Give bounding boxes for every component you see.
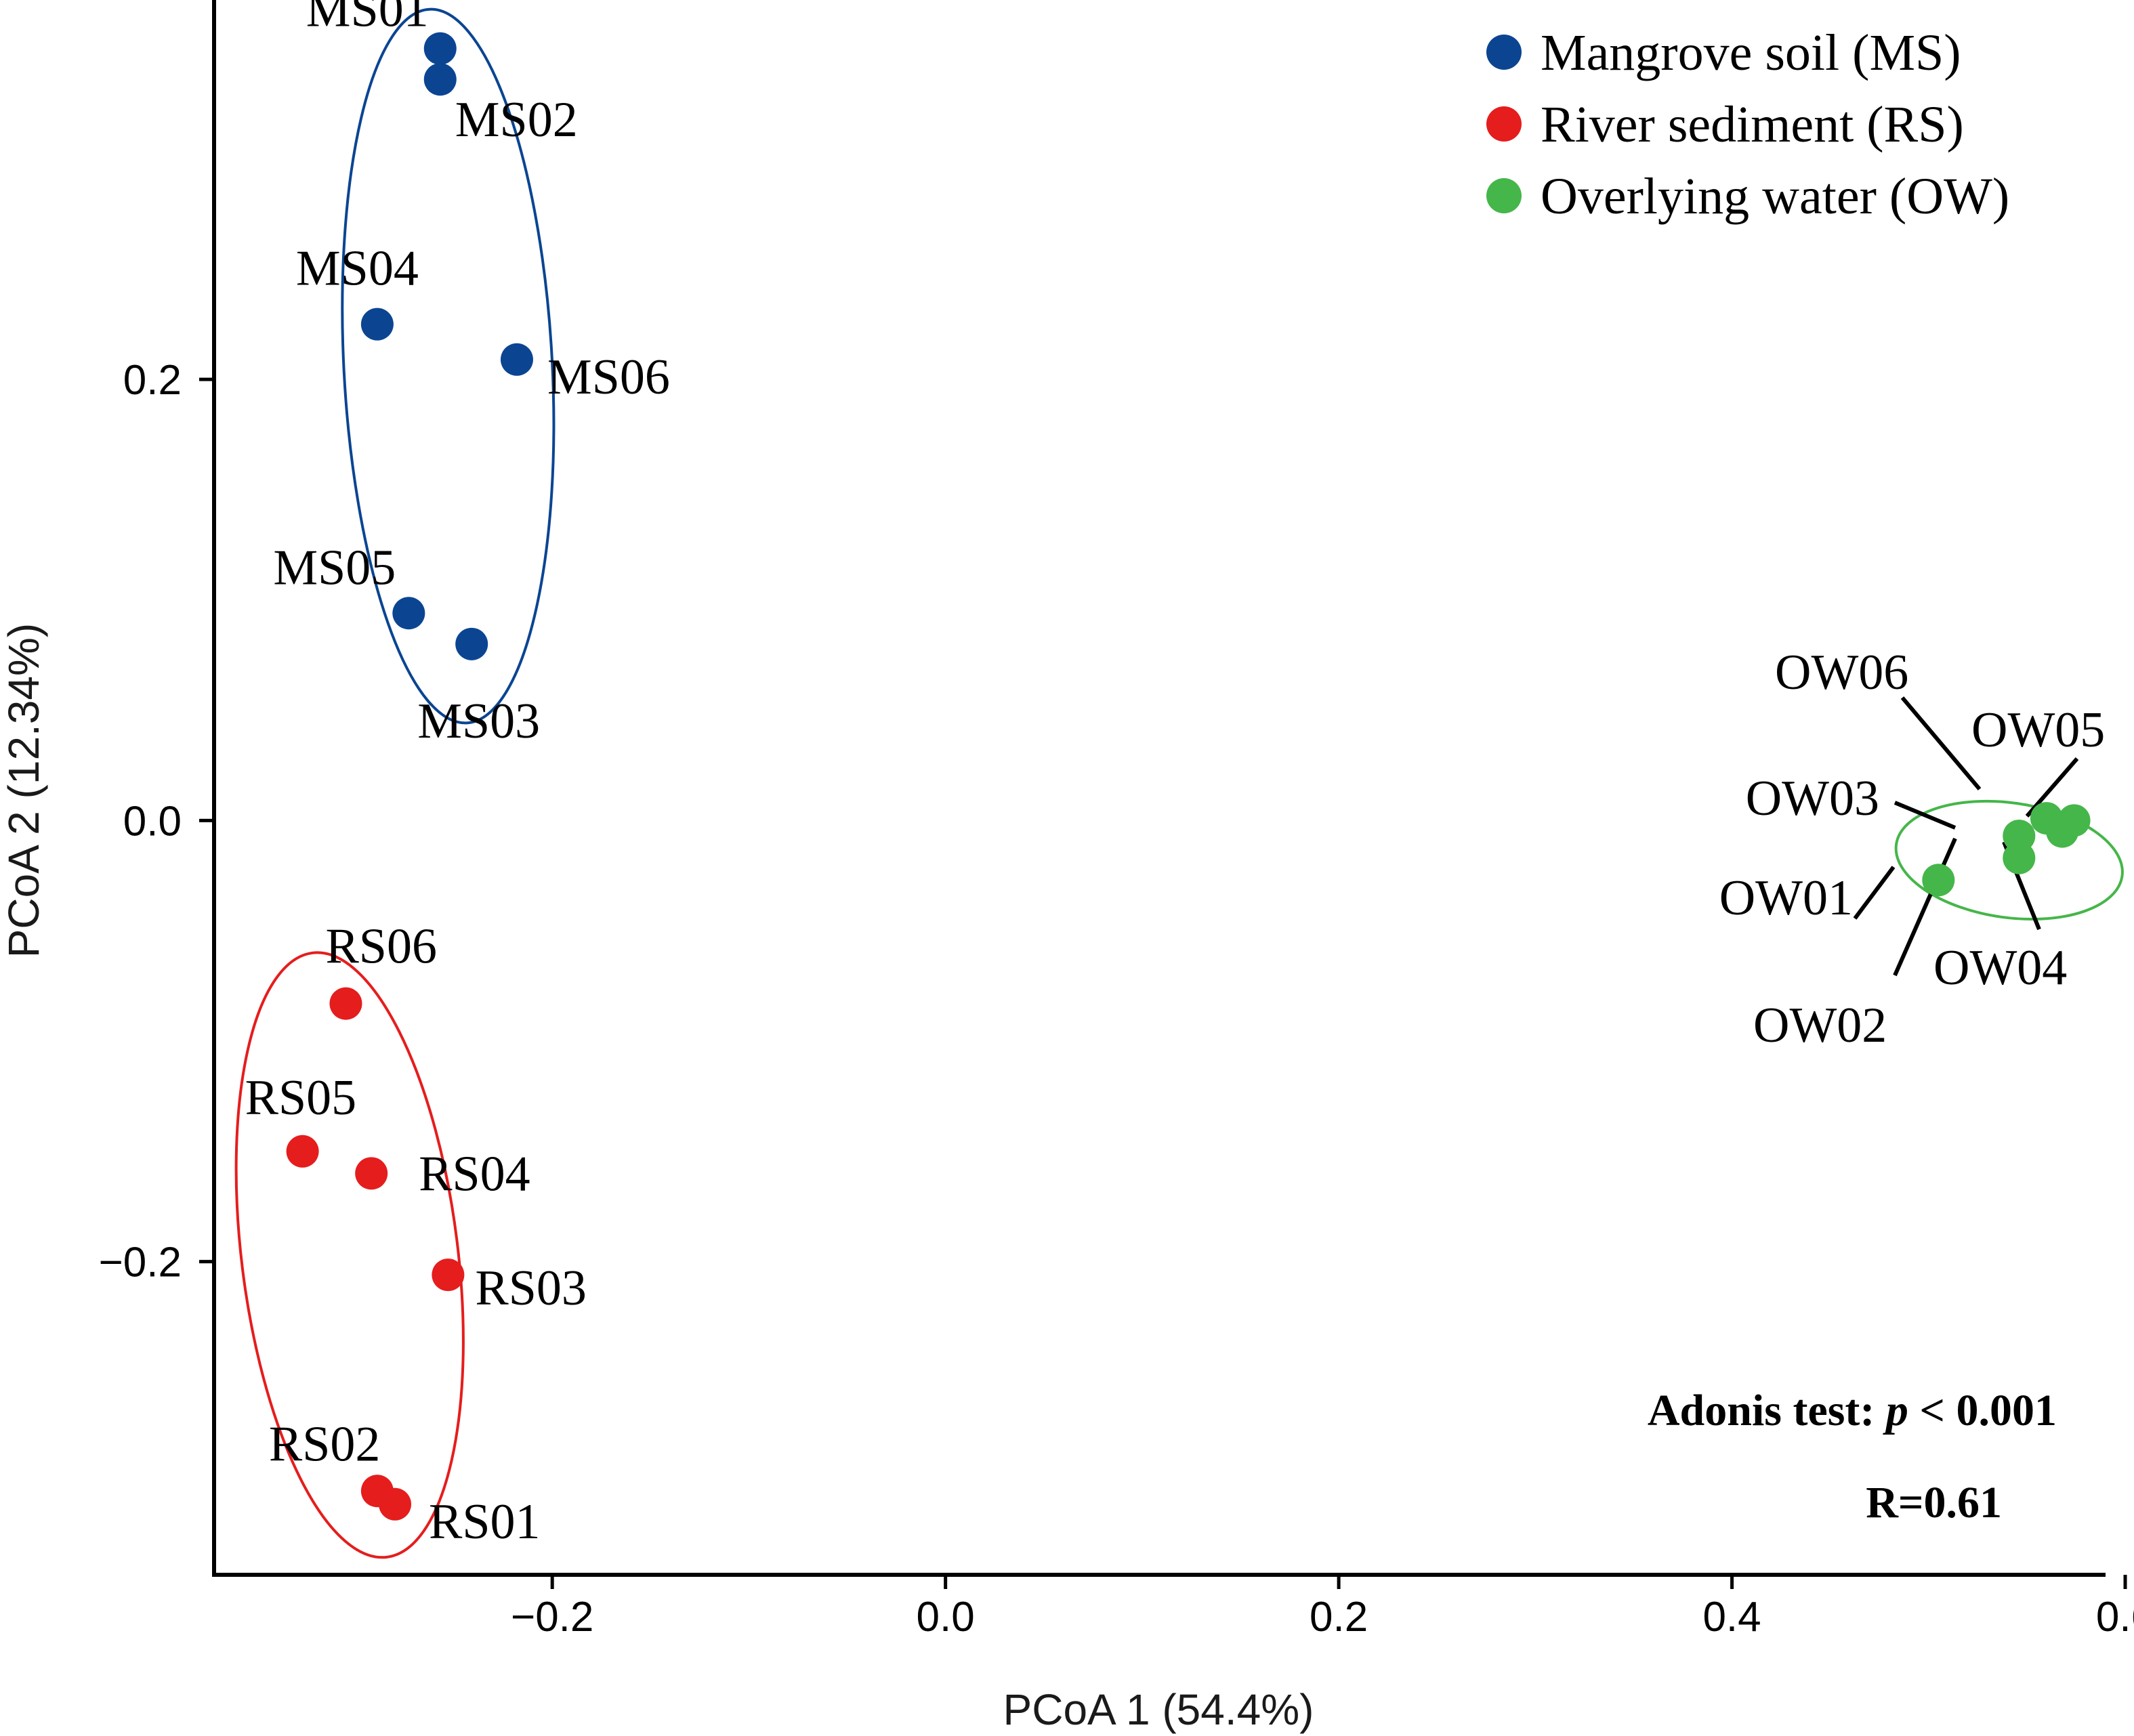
adonis-test-label: Adonis test: p < 0.001 <box>1648 1386 2057 1435</box>
y-axis-title: PCoA 2 (12.34%) <box>0 623 48 958</box>
point-ow03 <box>2003 820 2036 853</box>
x-tick-label: 0.0 <box>917 1594 975 1640</box>
x-tick-label: −0.2 <box>511 1594 593 1640</box>
label-rs06: RS06 <box>325 919 437 975</box>
point-rs03 <box>432 1258 465 1292</box>
x-tick-label: 0.4 <box>1702 1594 1761 1640</box>
point-rs06 <box>329 987 362 1020</box>
point-rs04 <box>355 1157 388 1190</box>
y-tick-label: −0.2 <box>99 1240 182 1286</box>
point-ms02 <box>423 63 457 96</box>
label-ms06: MS06 <box>547 350 670 405</box>
label-rs05: RS05 <box>245 1070 357 1126</box>
point-ms05 <box>392 597 425 630</box>
legend-label-ms: Mangrove soil (MS) <box>1541 24 1961 81</box>
legend-marker-ow <box>1486 178 1522 213</box>
label-rs01: RS01 <box>429 1494 541 1550</box>
stats-annotation: Adonis test: p < 0.001 R=0.61 <box>1648 1386 2057 1527</box>
ow-ellipse <box>1894 799 2124 921</box>
leader-ow01 <box>1853 866 1896 920</box>
cluster-ellipses <box>234 7 2124 1559</box>
point-ms01 <box>423 32 457 65</box>
label-ms01: MS01 <box>306 0 429 38</box>
point-ow01 <box>1922 864 1955 897</box>
legend-marker-rs <box>1486 106 1522 142</box>
r-value-label: R=0.61 <box>1866 1478 2002 1527</box>
legend-label-ow: Overlying water (OW) <box>1541 168 2009 225</box>
x-tick-label: 0.6 <box>2096 1594 2134 1640</box>
legend-label-rs: River sediment (RS) <box>1541 96 1964 153</box>
y-tick-label: 0.2 <box>123 357 182 404</box>
legend-marker-ms <box>1486 35 1522 70</box>
y-axis-ticks: −0.2 0.0 0.2 <box>99 357 214 1286</box>
label-rs03: RS03 <box>475 1261 587 1316</box>
point-ms06 <box>500 343 533 376</box>
leader-ow03 <box>1894 801 1957 830</box>
axes <box>212 0 2106 1577</box>
label-ms02: MS02 <box>455 92 578 148</box>
leader-ow02 <box>1893 837 1957 977</box>
label-ow03: OW03 <box>1746 771 1879 826</box>
point-ow06 <box>2030 802 2063 835</box>
label-ow04: OW04 <box>1933 940 2067 996</box>
x-axis-title: PCoA 1 (54.4%) <box>1003 1685 1314 1734</box>
point-rs05 <box>286 1135 319 1168</box>
x-tick-label: 0.2 <box>1310 1594 1368 1640</box>
label-ms05: MS05 <box>273 540 396 595</box>
label-ow05: OW05 <box>1971 702 2105 758</box>
y-tick-label: 0.0 <box>123 798 182 845</box>
data-points <box>286 32 2091 1521</box>
rs-ellipse <box>234 951 465 1559</box>
label-ms04: MS04 <box>296 241 419 297</box>
point-rs02 <box>360 1475 394 1508</box>
x-axis-ticks: −0.2 0.0 0.2 0.4 0.6 <box>511 1575 2134 1640</box>
label-rs04: RS04 <box>419 1146 530 1202</box>
label-rs02: RS02 <box>269 1416 381 1472</box>
point-ms03 <box>455 627 488 660</box>
point-ow05 <box>2057 804 2091 837</box>
label-ow06: OW06 <box>1775 645 1908 700</box>
leader-ow06 <box>1900 696 1982 790</box>
label-ow02: OW02 <box>1753 998 1887 1053</box>
label-ms03: MS03 <box>417 694 540 749</box>
legend: Mangrove soil (MS) River sediment (RS) Ove… <box>1486 24 2009 225</box>
label-ow01: OW01 <box>1719 870 1853 926</box>
point-labels: MS01 MS02 MS03 MS04 MS05 MS06 RS01 RS02 RS03 RS04… <box>245 0 2106 1550</box>
point-ms04 <box>360 308 394 341</box>
ms-ellipse <box>341 7 556 725</box>
